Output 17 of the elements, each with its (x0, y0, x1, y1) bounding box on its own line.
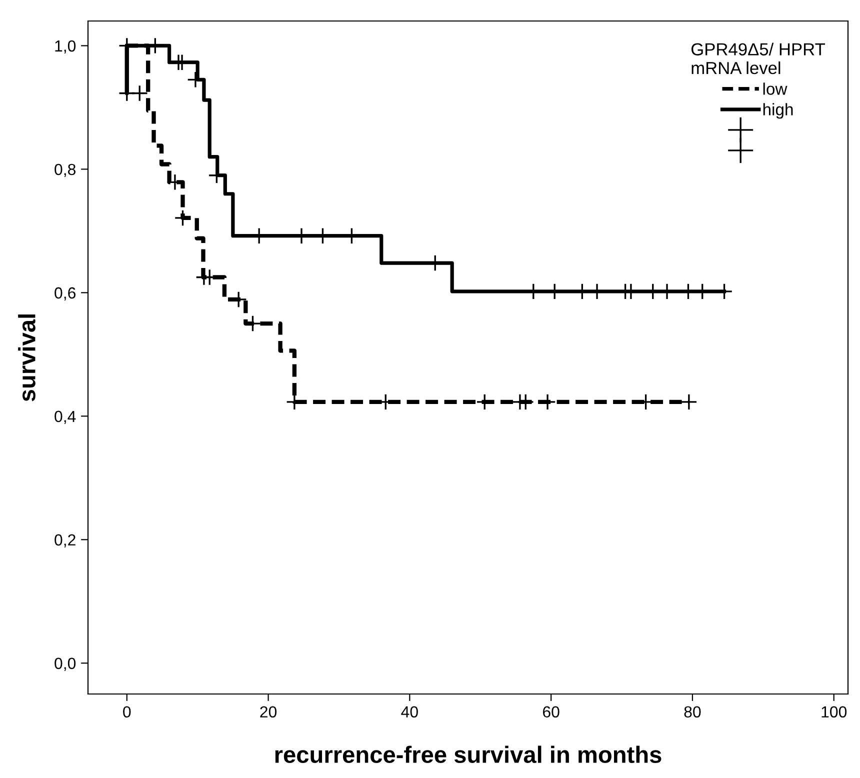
y-tick-label: 0,0 (54, 658, 76, 671)
y-tick-label: 1,0 (55, 40, 76, 54)
x-axis-title: recurrence-free survival in months (275, 746, 662, 764)
x-tick-label: 0 (123, 706, 131, 718)
y-tick-label: 0,2 (54, 534, 76, 548)
x-tick-label: 60 (543, 706, 560, 718)
x-tick-label: 80 (684, 706, 701, 718)
x-tick-label: 20 (260, 706, 277, 718)
y-tick-label: 0,4 (54, 410, 76, 424)
legend-title: GPR49Δ5/ HPRT mRNA level (691, 42, 826, 74)
x-tick-label: 40 (401, 706, 418, 718)
x-tick-label: 100 (822, 706, 847, 718)
legend-label: low (763, 82, 788, 95)
y-tick-label: 0,8 (54, 164, 76, 178)
y-axis-title: survival (18, 314, 36, 402)
legend-label: high (763, 103, 793, 119)
y-tick-label: 0,6 (54, 287, 76, 300)
